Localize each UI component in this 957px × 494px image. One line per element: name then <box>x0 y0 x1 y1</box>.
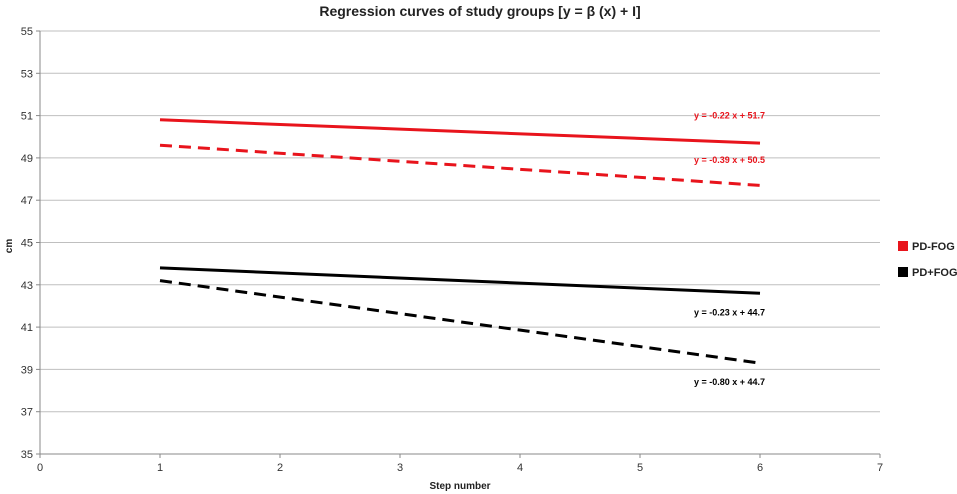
series-line-1 <box>159 118 761 145</box>
legend-swatch <box>898 241 908 251</box>
series-line-2 <box>159 143 761 187</box>
x-tick-label: 0 <box>37 462 43 474</box>
series-line-3 <box>159 266 761 295</box>
y-tick-label: 47 <box>21 195 33 207</box>
y-tick-label: 41 <box>21 322 33 334</box>
y-tick-label: 43 <box>21 280 33 292</box>
x-tick-label: 6 <box>757 462 763 474</box>
legend-label: PD-FOG <box>912 241 955 253</box>
equation-label: y = -0.22 x + 51.7 <box>694 111 765 121</box>
chart-title: Regression curves of study groups [y = β… <box>319 3 640 19</box>
x-tick-label: 7 <box>877 462 883 474</box>
y-tick-label: 37 <box>21 407 33 419</box>
series-group <box>159 118 761 365</box>
y-tick-label: 51 <box>21 111 33 123</box>
equation-label: y = -0.23 x + 44.7 <box>694 307 765 317</box>
equation-label: y = -0.80 x + 44.7 <box>694 377 765 387</box>
x-tick-label: 4 <box>517 462 523 474</box>
legend: PD-FOG PD+FOG <box>898 241 957 279</box>
x-tick-label: 3 <box>397 462 403 474</box>
x-tick-label: 2 <box>277 462 283 474</box>
equation-labels: y = -0.22 x + 51.7 y = -0.39 x + 50.5 y = … <box>694 111 765 387</box>
y-tick-label: 35 <box>21 449 33 461</box>
y-tick-label: 55 <box>21 26 33 38</box>
y-tick-label: 53 <box>21 68 33 80</box>
grid <box>40 30 880 413</box>
legend-label: PD+FOG <box>912 267 957 279</box>
x-axis-title: Step number <box>429 481 490 492</box>
series-line-4 <box>159 279 761 365</box>
y-axis-title: cm <box>4 239 15 254</box>
y-tick-label: 39 <box>21 364 33 376</box>
x-tick-label: 5 <box>637 462 643 474</box>
y-tick-label: 49 <box>21 153 33 165</box>
equation-label: y = -0.39 x + 50.5 <box>694 155 765 165</box>
legend-swatch <box>898 267 908 277</box>
y-tick-label: 45 <box>21 238 33 250</box>
x-tick-label: 1 <box>157 462 163 474</box>
